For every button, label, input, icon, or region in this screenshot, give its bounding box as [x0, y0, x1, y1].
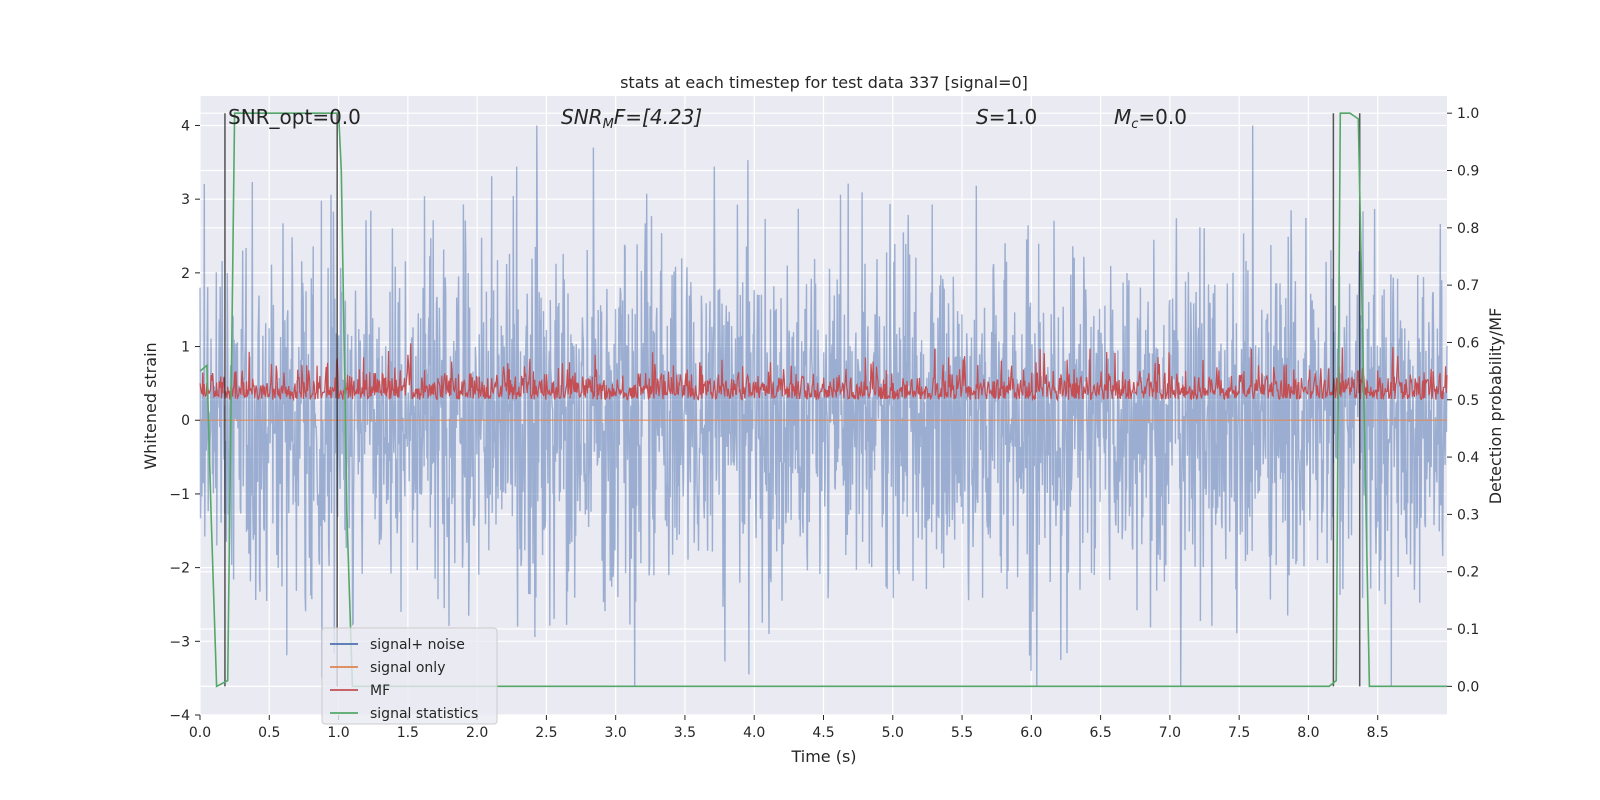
annotation-mc-sub: c: [1131, 117, 1138, 132]
legend: signal+ noise signal only MF signal statist…: [321, 627, 498, 725]
x-axis-ticks: 0.0 0.5 1.0 1.5 2.0 2.5 3.0 3.5 4.0 4.5 5.0 5.5 6.0 6…: [189, 715, 1389, 741]
y2-tick-label: 0.3: [1457, 507, 1479, 523]
y2-tick-label: 0.7: [1457, 278, 1479, 294]
x-tick-label: 7.5: [1228, 725, 1250, 741]
y-tick-label: 1: [181, 340, 190, 356]
x-tick-label: 1.5: [397, 725, 419, 741]
y-tick-label: 4: [181, 118, 190, 134]
annotation-snr-opt: SNR_opt=0.0: [228, 105, 361, 129]
x-tick-label: 5.5: [951, 725, 973, 741]
annotation-snr-mf-rest: F=[4.23]: [614, 105, 702, 129]
legend-label: MF: [370, 683, 390, 699]
annotation-mc-rest: =0.0: [1138, 105, 1187, 129]
y2-tick-label: 1.0: [1457, 106, 1479, 122]
y-tick-label: −2: [169, 561, 190, 577]
x-tick-label: 2.5: [535, 725, 557, 741]
annotation-mc: Mc=0.0: [1114, 105, 1187, 132]
x-tick-label: 4.0: [743, 725, 765, 741]
annotation-s-rest: =1.0: [989, 105, 1038, 129]
vertical-lines: [224, 113, 1361, 687]
annotation-snr-mf: SNRMF=[4.23]: [561, 105, 702, 132]
y2-axis-ticks: 1.0 0.9 0.8 0.7 0.6 0.5 0.4 0.3 0.2 0.1 0.0: [1447, 106, 1479, 695]
y-tick-label: −4: [169, 708, 190, 724]
x-tick-label: 7.0: [1159, 725, 1181, 741]
y-tick-label: 2: [181, 266, 190, 282]
x-tick-label: 1.0: [327, 725, 349, 741]
legend-label: signal statistics: [370, 706, 478, 722]
y2-tick-label: 0.8: [1457, 221, 1479, 237]
y2-tick-label: 0.2: [1457, 565, 1479, 581]
y2-tick-label: 0.0: [1457, 679, 1479, 695]
annotation-s-name: S: [976, 105, 989, 129]
legend-label: signal+ noise: [370, 637, 465, 653]
y2-tick-label: 0.6: [1457, 335, 1479, 351]
series-mf: [199, 343, 1448, 402]
annotation-snr-mf-sub: M: [603, 117, 614, 132]
legend-box: [321, 627, 498, 725]
y-tick-label: −3: [169, 634, 190, 650]
annotation-snr-mf-name: SNR: [561, 105, 603, 129]
y2-axis-label: Detection probability/MF: [1486, 308, 1505, 505]
x-tick-label: 2.0: [466, 725, 488, 741]
x-tick-label: 6.5: [1089, 725, 1111, 741]
y-axis-ticks: 4 3 2 1 0 −1 −2 −3 −4: [169, 118, 200, 724]
y2-tick-label: 0.1: [1457, 622, 1479, 638]
y-tick-label: 3: [181, 192, 190, 208]
y2-tick-label: 0.4: [1457, 450, 1479, 466]
x-axis-label: Time (s): [790, 747, 856, 766]
x-tick-label: 3.5: [674, 725, 696, 741]
x-tick-label: 8.5: [1367, 725, 1389, 741]
y-tick-label: −1: [169, 487, 190, 503]
x-tick-label: 6.0: [1020, 725, 1042, 741]
x-tick-label: 5.0: [882, 725, 904, 741]
y-axis-label: Whitened strain: [141, 342, 160, 469]
x-tick-label: 0.0: [189, 725, 211, 741]
annotation-mc-name: M: [1114, 105, 1131, 129]
x-tick-label: 0.5: [258, 725, 280, 741]
y2-tick-label: 0.9: [1457, 164, 1479, 180]
y2-tick-label: 0.5: [1457, 393, 1479, 409]
x-tick-label: 3.0: [605, 725, 627, 741]
annotation-s: S=1.0: [976, 105, 1037, 129]
chart-title: stats at each timestep for test data 337…: [620, 73, 1028, 92]
x-tick-label: 8.0: [1297, 725, 1319, 741]
x-tick-label: 4.5: [812, 725, 834, 741]
y-tick-label: 0: [181, 413, 190, 429]
legend-label: signal only: [370, 660, 445, 676]
